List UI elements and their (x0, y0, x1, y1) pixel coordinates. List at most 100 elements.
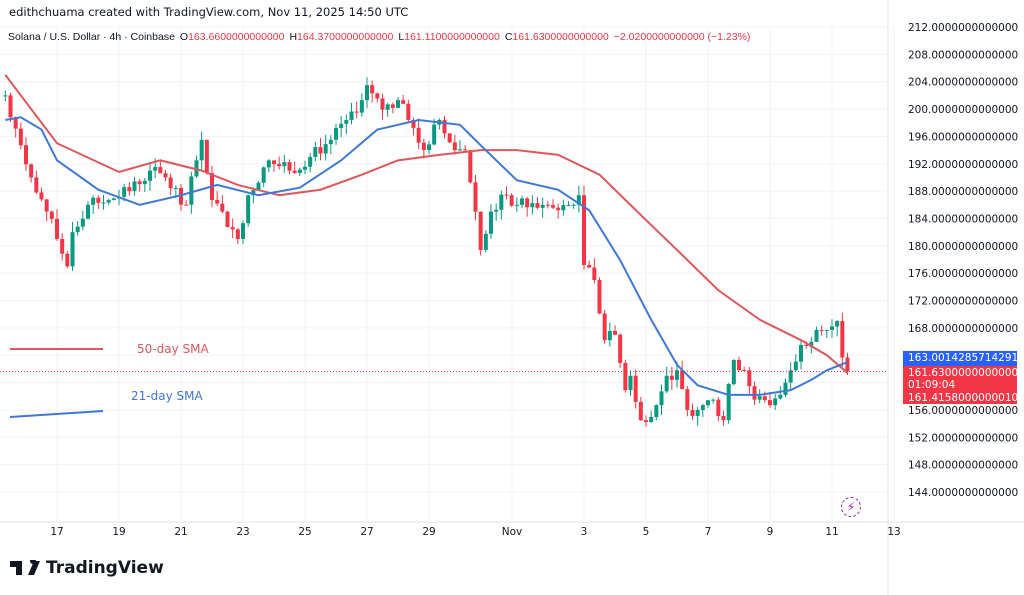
candle (246, 195, 251, 224)
high-value: 164.3700000000000 (297, 31, 394, 43)
candle (24, 145, 28, 165)
candle (659, 391, 664, 406)
candle (530, 203, 535, 208)
candle (106, 200, 111, 203)
candle (173, 187, 178, 189)
candle (535, 203, 540, 208)
open-value: 163.6600000000000 (188, 31, 285, 43)
candle (556, 207, 561, 211)
lightning-icon[interactable]: ⚡ (841, 497, 861, 517)
last-price-tag: 161.6300000000000 01:09:04 161.415800000… (903, 366, 1019, 404)
candle (726, 384, 731, 421)
candle (65, 253, 70, 267)
candle (695, 409, 700, 416)
candle (809, 341, 814, 346)
candle (623, 362, 628, 391)
candle (473, 182, 478, 212)
time-tick-label: 17 (50, 526, 63, 538)
candle (452, 142, 457, 151)
candle (602, 313, 607, 341)
sma50-annotation: 50-day SMA (137, 342, 209, 356)
candle (680, 370, 685, 390)
symbol-label[interactable]: Solana / U.S. Dollar · 4h · Coinbase (8, 31, 175, 43)
candle (266, 160, 271, 168)
candle (18, 128, 23, 146)
price-axis: 212.0000000000000 208.0000000000000 204.00… (908, 22, 1018, 499)
candle (587, 264, 592, 268)
candle (432, 124, 437, 145)
candle (525, 198, 530, 208)
price-tick-label: 188.0000000000000 (908, 186, 1018, 198)
candle (551, 205, 555, 208)
candle (628, 375, 633, 391)
candles (0, 77, 888, 427)
candle (618, 334, 623, 363)
time-tick-label: 29 (422, 526, 435, 538)
candle (189, 176, 194, 205)
time-tick-label: 11 (825, 526, 838, 538)
candle (540, 204, 545, 208)
price-tick-label: 200.0000000000000 (908, 104, 1018, 116)
candle (34, 177, 39, 193)
candle (654, 405, 659, 417)
price-tick-label: 204.0000000000000 (908, 77, 1018, 89)
time-tick-label: 21 (174, 526, 187, 538)
time-tick-label: 23 (236, 526, 249, 538)
sma50-price: 161.4158000000010 (908, 391, 1019, 404)
candle (783, 382, 788, 395)
candle (757, 396, 762, 400)
tradingview-logo[interactable]: TradingView (10, 558, 164, 578)
price-tick-label: 208.0000000000000 (908, 49, 1018, 61)
candle (220, 203, 225, 212)
price-tick-label: 180.0000000000000 (908, 241, 1018, 253)
candle (582, 195, 586, 265)
logo-text: TradingView (46, 558, 164, 578)
candle (768, 400, 772, 406)
candle (148, 170, 152, 181)
change-value: −2.0200000000000 (−1.23%) (613, 31, 751, 43)
candle (514, 204, 519, 206)
candle (458, 149, 462, 151)
candle (44, 199, 49, 212)
price-tick-label: 148.0000000000000 (908, 460, 1018, 472)
candle (421, 142, 426, 151)
candle (241, 223, 245, 239)
candle (545, 204, 550, 206)
candle (613, 330, 617, 335)
candle (308, 156, 313, 167)
candle (638, 401, 643, 421)
candle (261, 167, 266, 183)
candle (70, 232, 75, 267)
candle (225, 211, 230, 228)
candle (494, 209, 499, 212)
candle (597, 280, 602, 314)
candle (571, 204, 576, 206)
candle (334, 127, 338, 140)
candle (375, 93, 380, 99)
candle (721, 416, 726, 421)
candle (359, 100, 364, 113)
price-tick-label: 212.0000000000000 (908, 22, 1018, 34)
candle (840, 321, 845, 358)
candle (778, 394, 783, 399)
open-label: O (179, 31, 189, 43)
candle (799, 344, 803, 362)
candle (396, 100, 400, 108)
candle (561, 205, 566, 211)
candle (406, 103, 411, 120)
candle (442, 120, 447, 134)
candle (158, 167, 163, 174)
sma-lines (4, 74, 849, 418)
candle (122, 187, 127, 197)
candle (272, 160, 276, 165)
candle (385, 104, 390, 110)
candle (86, 204, 90, 219)
close-value: 161.6300000000000 (512, 31, 609, 43)
price-tick-label: 192.0000000000000 (908, 159, 1018, 171)
low-label: L (398, 31, 405, 43)
candle (737, 360, 741, 370)
candle (814, 329, 819, 342)
candle (835, 321, 840, 327)
